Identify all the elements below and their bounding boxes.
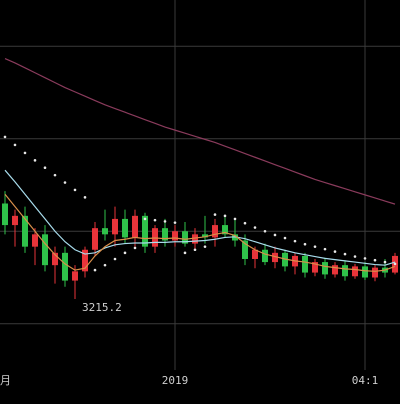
candle-body	[2, 203, 8, 226]
sar-dot	[123, 251, 127, 255]
candle-body	[22, 215, 28, 247]
candle-body	[112, 218, 118, 235]
candle-body	[72, 271, 78, 281]
candle-body	[302, 255, 308, 273]
candle-body	[182, 231, 188, 244]
candle-body	[232, 234, 238, 241]
candle-body	[342, 265, 348, 277]
sar-dot	[373, 258, 377, 262]
candle-body	[222, 225, 228, 235]
candle-body	[52, 252, 58, 266]
sar-dot	[183, 251, 187, 255]
candle-body	[272, 252, 278, 263]
sar-dot	[323, 247, 327, 251]
candle-body	[262, 249, 268, 263]
candle-body	[372, 267, 378, 278]
candle-body	[252, 249, 258, 259]
sar-dot	[293, 239, 297, 243]
sar-dot	[203, 245, 207, 248]
moving-average-line	[4, 169, 396, 266]
candle-body	[172, 231, 178, 241]
sar-dot	[393, 262, 397, 266]
candle-body	[312, 262, 318, 273]
sar-dot	[83, 196, 87, 199]
sar-dot	[173, 221, 177, 224]
candle-body	[142, 215, 148, 247]
sar-dot	[163, 220, 167, 223]
sar-dot	[143, 217, 147, 221]
candle-body	[192, 234, 198, 244]
sar-dot	[273, 233, 277, 237]
sar-dot	[263, 229, 267, 233]
candle-body	[42, 234, 48, 266]
sar-dot	[133, 246, 137, 250]
sar-dot	[193, 248, 197, 252]
sar-dot	[343, 252, 347, 256]
candle-body	[32, 234, 38, 247]
candle-body	[92, 228, 98, 250]
sar-dot	[313, 245, 317, 248]
sar-dot	[383, 260, 387, 264]
candle-body	[132, 215, 138, 238]
sar-dot	[63, 181, 67, 184]
sar-dot	[353, 255, 357, 258]
candle-body	[152, 228, 158, 247]
sar-dot	[233, 217, 237, 221]
sar-dot	[253, 226, 257, 229]
candle-body	[162, 228, 168, 241]
sar-dot	[283, 236, 287, 240]
sar-dot	[73, 188, 77, 192]
sar-dot	[363, 257, 367, 260]
x-tick-label: 月	[0, 374, 11, 387]
sar-dot	[113, 257, 117, 261]
candle-body	[282, 252, 288, 267]
candle-body	[322, 262, 328, 275]
sar-dot	[3, 135, 7, 139]
sar-dot	[53, 173, 57, 177]
sar-dot	[333, 250, 337, 253]
sar-dot	[243, 221, 247, 225]
candle-body	[332, 265, 338, 275]
sar-dot	[13, 143, 17, 147]
candle-body	[352, 266, 358, 277]
sar-dot	[223, 214, 227, 218]
sar-dot	[153, 218, 157, 222]
candle-body	[62, 252, 68, 281]
candle-body	[12, 215, 18, 226]
candle-body	[212, 225, 218, 238]
sar-dot	[303, 242, 307, 246]
x-tick-label: 04:1	[352, 374, 379, 387]
sar-dot	[103, 263, 107, 267]
candle-body	[362, 266, 368, 278]
candle-body	[242, 240, 248, 259]
sar-dot	[33, 159, 37, 162]
sar-dot	[93, 268, 97, 272]
sar-dot	[213, 213, 217, 216]
sar-dot	[43, 166, 47, 170]
moving-average-line	[4, 58, 396, 205]
candle-body	[202, 234, 208, 238]
candle-body	[82, 249, 88, 272]
low-price-label: 3215.2	[82, 301, 122, 314]
moving-average-line	[4, 193, 396, 272]
candle-body	[102, 228, 108, 235]
sar-dot	[23, 151, 27, 155]
candle-body	[122, 218, 128, 238]
x-tick-label: 2019	[162, 374, 189, 387]
